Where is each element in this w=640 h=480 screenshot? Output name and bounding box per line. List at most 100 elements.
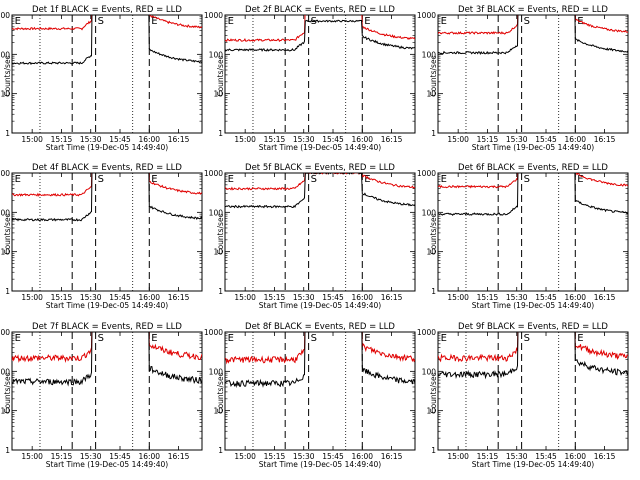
- events-series-line: [225, 332, 415, 389]
- panel-9: Det 9f BLACK = Events, RED = LLD 1 10 100 10…: [417, 322, 629, 469]
- marker-label: E: [15, 174, 21, 185]
- events-series-line: [438, 332, 628, 380]
- panel-5: Det 5f BLACK = Events, RED = LLD 1 10 100 10…: [204, 163, 416, 310]
- y-tick-label: 10: [0, 248, 10, 257]
- panel-4: Det 4f BLACK = Events, RED = LLD 1 10 100 10…: [0, 163, 203, 310]
- y-axis-label: Counts/sec: [216, 372, 225, 413]
- marker-label: E: [441, 333, 447, 344]
- x-tick-label: 15:30: [80, 452, 102, 461]
- x-tick-label: 15:00: [234, 293, 256, 302]
- x-tick-label: 16:15: [381, 452, 403, 461]
- x-axis-label: Start Time (19-Dec-05 14:49:40): [472, 301, 594, 310]
- y-tick-label: 1000: [204, 11, 223, 20]
- x-tick-label: 15:00: [447, 135, 469, 144]
- x-tick-label: 15:15: [264, 293, 286, 302]
- marker-label: E: [15, 333, 21, 344]
- x-tick-label: 15:30: [506, 135, 528, 144]
- marker-label: S: [98, 174, 104, 185]
- x-tick-label: 15:15: [477, 293, 499, 302]
- y-axis-label: Counts/sec: [216, 55, 225, 96]
- y-tick-label: 10: [213, 90, 223, 99]
- x-tick-label: 15:45: [535, 452, 557, 461]
- y-axis-label: Counts/sec: [3, 213, 12, 254]
- panel-8: Det 8f BLACK = Events, RED = LLD 1 10 100 10…: [204, 322, 416, 469]
- panel-title: Det 9f BLACK = Events, RED = LLD: [458, 322, 608, 332]
- x-tick-label: 15:15: [477, 452, 499, 461]
- panel-1: Det 1f BLACK = Events, RED = LLD 1 10 100 10…: [0, 5, 203, 152]
- y-tick-label: 10: [426, 90, 436, 99]
- plot-frame: [224, 14, 416, 134]
- y-tick-label: 1000: [0, 11, 10, 20]
- x-tick-label: 15:00: [21, 135, 43, 144]
- x-tick-label: 16:00: [564, 293, 586, 302]
- y-tick-label: 1: [218, 287, 223, 296]
- x-tick-label: 15:00: [21, 293, 43, 302]
- x-axis-label: Start Time (19-Dec-05 14:49:40): [46, 460, 168, 469]
- y-tick-label: 100: [422, 208, 437, 217]
- x-tick-label: 16:15: [381, 293, 403, 302]
- y-tick-label: 100: [209, 367, 224, 376]
- y-tick-label: 1000: [0, 169, 10, 178]
- x-tick-label: 15:00: [447, 452, 469, 461]
- x-axis-label: Start Time (19-Dec-05 14:49:40): [259, 143, 381, 152]
- y-tick-label: 10: [213, 407, 223, 416]
- x-tick-label: 16:00: [351, 135, 373, 144]
- y-tick-label: 1: [431, 129, 436, 138]
- x-tick-label: 15:30: [506, 293, 528, 302]
- marker-label: E: [228, 333, 234, 344]
- y-tick-label: 1000: [204, 169, 223, 178]
- x-tick-label: 15:15: [51, 452, 73, 461]
- x-tick-label: 15:15: [264, 452, 286, 461]
- plot-frame: [224, 331, 416, 451]
- x-tick-label: 16:00: [138, 135, 160, 144]
- plot-frame: [11, 14, 203, 134]
- panel-title: Det 8f BLACK = Events, RED = LLD: [245, 322, 395, 332]
- y-tick-label: 10: [426, 407, 436, 416]
- y-tick-label: 1000: [417, 11, 436, 20]
- y-tick-label: 1: [218, 446, 223, 455]
- x-tick-label: 15:30: [293, 293, 315, 302]
- marker-label: E: [228, 174, 234, 185]
- plot-frame: [437, 331, 629, 451]
- x-tick-label: 15:00: [447, 293, 469, 302]
- x-axis-label: Start Time (19-Dec-05 14:49:40): [472, 143, 594, 152]
- panel-title: Det 6f BLACK = Events, RED = LLD: [458, 163, 608, 173]
- y-tick-label: 100: [0, 208, 10, 217]
- y-axis-label: Counts/sec: [3, 372, 12, 413]
- x-tick-label: 15:45: [535, 293, 557, 302]
- marker-label: E: [151, 16, 157, 27]
- marker-label: S: [524, 333, 530, 344]
- panel-title: Det 4f BLACK = Events, RED = LLD: [32, 163, 182, 173]
- lld-series-line: [225, 332, 415, 365]
- lld-series-line: [12, 173, 202, 197]
- x-tick-label: 15:00: [21, 452, 43, 461]
- plot-frame: [11, 172, 203, 292]
- x-tick-label: 16:15: [168, 293, 190, 302]
- x-tick-label: 15:00: [234, 452, 256, 461]
- panel-title: Det 7f BLACK = Events, RED = LLD: [32, 322, 182, 332]
- y-tick-label: 10: [213, 248, 223, 257]
- x-tick-label: 16:15: [594, 452, 616, 461]
- y-axis-label: Counts/sec: [216, 213, 225, 254]
- y-tick-label: 1: [218, 129, 223, 138]
- plot-frame: [224, 172, 416, 292]
- y-axis-label: Counts/sec: [429, 213, 438, 254]
- marker-label: S: [311, 333, 317, 344]
- lld-series-line: [225, 173, 415, 191]
- x-tick-label: 16:15: [594, 135, 616, 144]
- x-axis-label: Start Time (19-Dec-05 14:49:40): [259, 460, 381, 469]
- y-tick-label: 1000: [417, 328, 436, 337]
- panel-title: Det 3f BLACK = Events, RED = LLD: [458, 5, 608, 15]
- y-axis-label: Counts/sec: [3, 55, 12, 96]
- x-tick-label: 15:15: [264, 135, 286, 144]
- x-tick-label: 15:30: [506, 452, 528, 461]
- y-tick-label: 100: [209, 50, 224, 59]
- marker-label: S: [98, 16, 104, 27]
- x-tick-label: 15:45: [109, 293, 131, 302]
- x-tick-label: 15:30: [80, 293, 102, 302]
- marker-label: E: [364, 174, 370, 185]
- events-series-line: [225, 19, 415, 52]
- events-series-line: [12, 173, 202, 222]
- y-tick-label: 1: [5, 446, 10, 455]
